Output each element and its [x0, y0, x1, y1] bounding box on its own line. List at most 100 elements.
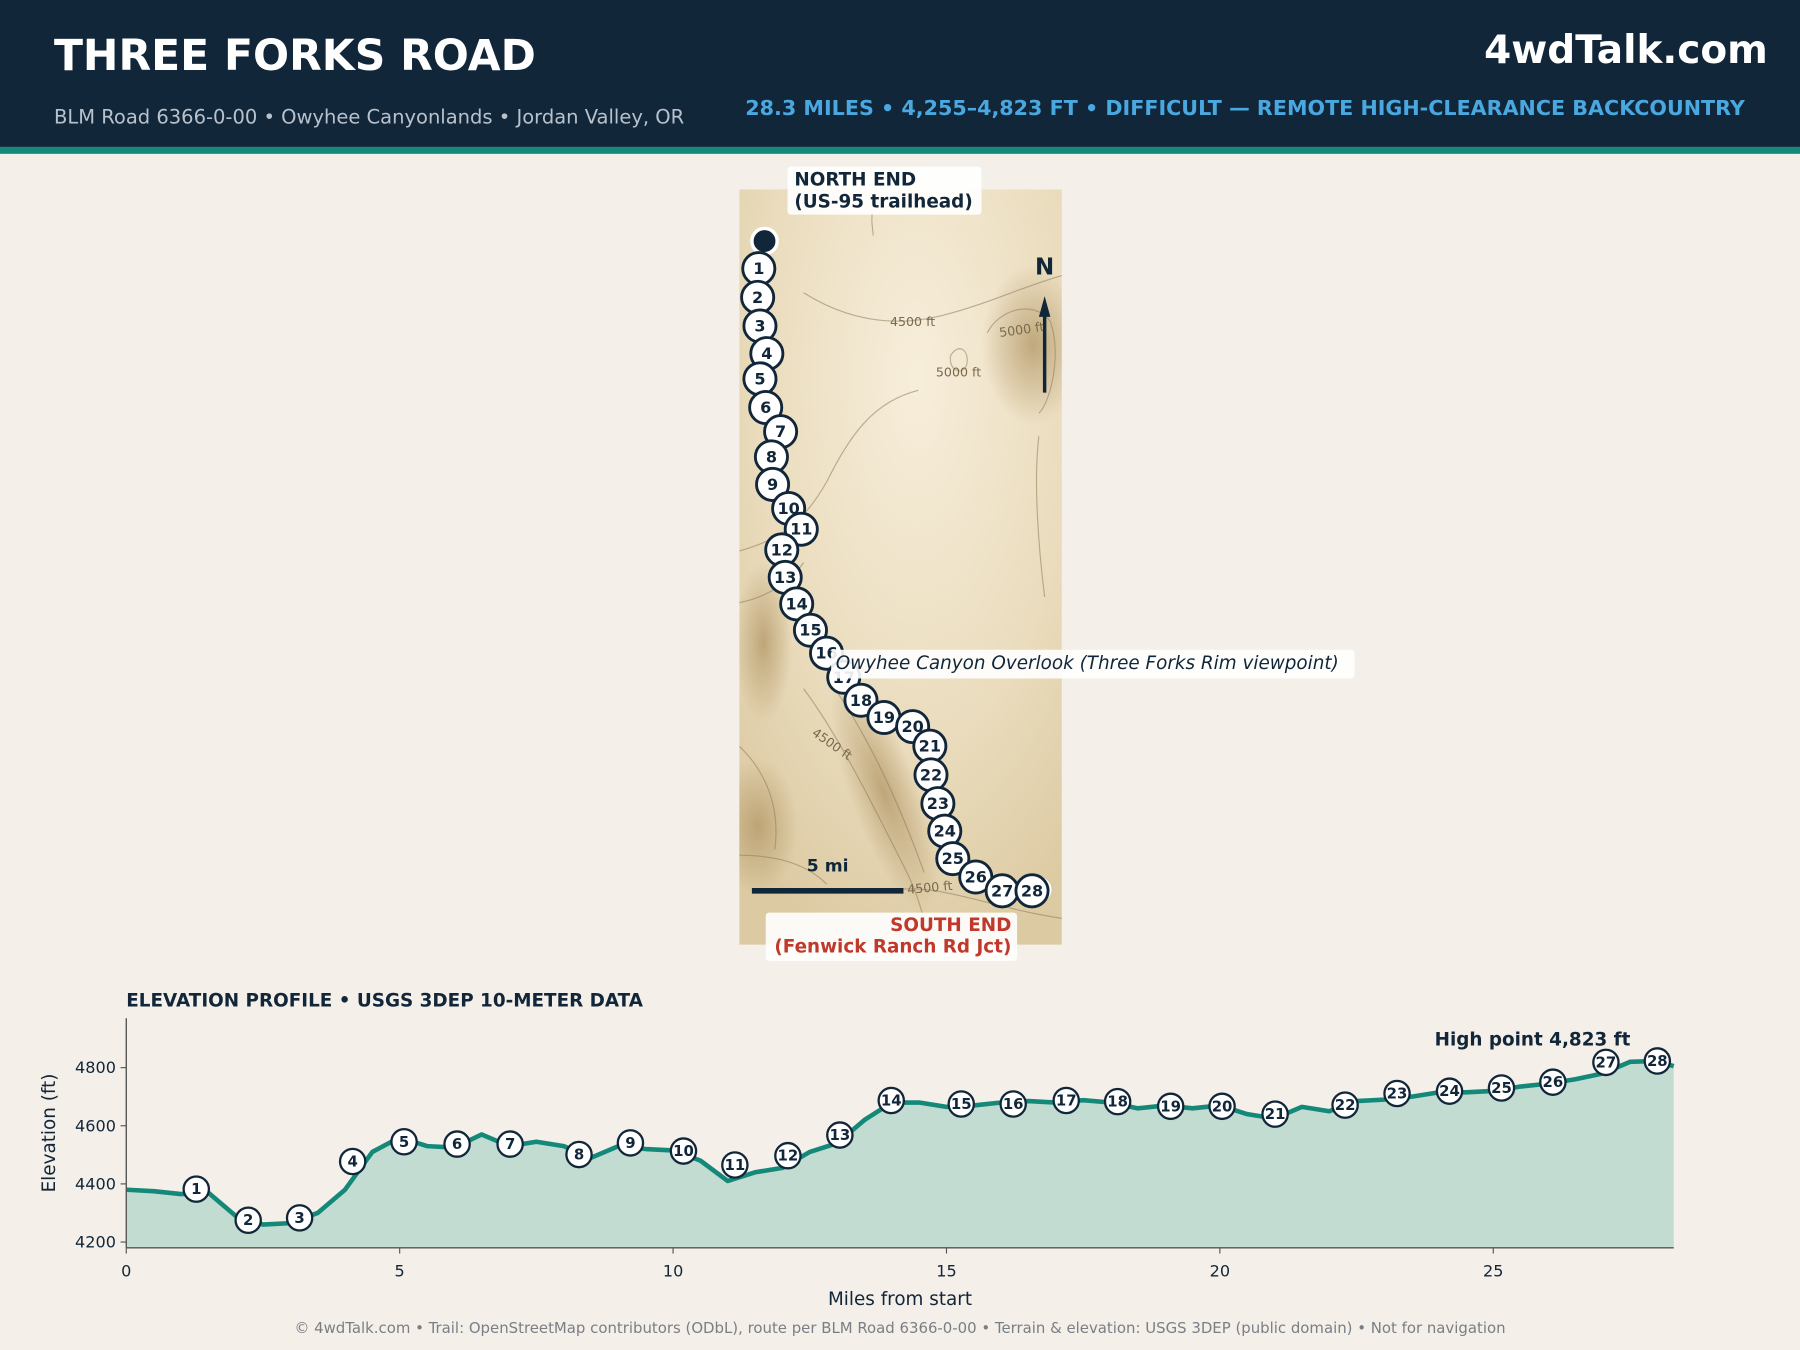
profile-waypoint-label: 21 [1265, 1105, 1286, 1123]
profile-waypoint-label: 19 [1160, 1097, 1181, 1115]
profile-waypoint-label: 17 [1056, 1091, 1077, 1109]
profile-waypoint [496, 1130, 524, 1158]
profile-waypoint [285, 1204, 314, 1232]
profile-waypoint [443, 1130, 471, 1158]
profile-waypoint [1052, 1086, 1081, 1115]
profile-waypoint-label: 24 [1439, 1082, 1460, 1100]
waypoint-marker [1014, 873, 1050, 909]
profile-waypoint [234, 1206, 262, 1234]
waypoint-label: 19 [873, 708, 895, 727]
north-end-label: (US-95 trailhead) [794, 192, 972, 213]
contour-label: 5000 ft [936, 364, 981, 379]
north-arrow-label: N [1035, 254, 1054, 280]
profile-waypoint [1103, 1087, 1132, 1116]
profile-waypoint-label: 16 [1003, 1095, 1024, 1113]
profile-waypoint-label: 8 [574, 1146, 584, 1164]
profile-waypoint-label: 15 [951, 1095, 972, 1113]
north-end-label: NORTH END [794, 170, 916, 191]
profile-waypoint-label: 28 [1647, 1052, 1668, 1070]
profile-waypoint-label: 14 [881, 1091, 902, 1109]
north-arrow-head [1038, 296, 1051, 317]
site-name: 4wdTalk.com [1484, 28, 1768, 73]
waypoint-label: 12 [771, 540, 793, 559]
profile-waypoint-label: 7 [505, 1135, 515, 1153]
terrain-hill [739, 757, 798, 896]
profile-waypoint-label: 20 [1212, 1097, 1233, 1115]
annotation: High point 4,823 ft [1435, 1030, 1631, 1051]
profile-waypoint-label: 23 [1387, 1085, 1408, 1103]
profile-waypoint [616, 1129, 645, 1157]
waypoint-label: 5 [754, 369, 765, 388]
waypoint-label: 11 [790, 520, 812, 539]
profile-waypoint-label: 18 [1107, 1093, 1128, 1111]
profile-waypoint-label: 3 [294, 1209, 304, 1227]
x-tick-label: 15 [936, 1261, 956, 1280]
x-tick-label: 0 [121, 1261, 131, 1280]
profile-waypoint [1643, 1047, 1672, 1075]
x-tick-label: 5 [395, 1261, 405, 1280]
x-tick-label: 20 [1210, 1261, 1230, 1280]
start-marker [750, 226, 779, 256]
terrain-hill [739, 562, 793, 724]
waypoint-label: 22 [920, 765, 942, 784]
waypoint-marker [755, 466, 791, 502]
profile-waypoint-label: 13 [829, 1126, 850, 1144]
profile-waypoint-label: 2 [243, 1211, 253, 1229]
profile-waypoint-label: 9 [625, 1134, 635, 1152]
terrain-hill [981, 264, 1062, 425]
contour-label: 4500 ft [890, 314, 935, 329]
profile-waypoint [999, 1090, 1027, 1118]
profile-waypoint-label: 22 [1335, 1096, 1356, 1114]
profile-waypoint [338, 1147, 367, 1176]
x-axis-label: Miles from start [828, 1289, 972, 1310]
elevation-chart: ELEVATION PROFILE • USGS 3DEP 10-METER D… [39, 991, 1675, 1310]
profile-waypoint-label: 1 [191, 1180, 201, 1198]
profile-waypoint-label: 25 [1491, 1079, 1512, 1097]
profile-waypoint [1435, 1077, 1464, 1105]
waypoint-label: 3 [754, 317, 765, 336]
profile-waypoint-label: 4 [347, 1153, 357, 1171]
waypoint-label: 21 [919, 737, 941, 756]
south-end-label: SOUTH END [890, 915, 1011, 936]
waypoint-label: 2 [752, 288, 763, 307]
waypoint-label: 6 [760, 398, 771, 417]
trail-stats: 28.3 MILES • 4,255–4,823 FT • DIFFICULT … [745, 96, 1746, 120]
profile-waypoint [1487, 1074, 1516, 1102]
south-end-label: (Fenwick Ranch Rd Jct) [774, 937, 1011, 958]
waypoint-label: 14 [786, 594, 808, 613]
waypoint-label: 18 [850, 691, 872, 710]
profile-waypoint-label: 27 [1596, 1053, 1617, 1071]
waypoint-label: 20 [901, 717, 923, 736]
footer: © 4wdTalk.com • Trail: OpenStreetMap con… [294, 1319, 1505, 1337]
waypoint-label: 26 [965, 868, 987, 887]
profile-waypoint-label: 10 [673, 1142, 694, 1160]
profile-waypoint-label: 5 [399, 1133, 409, 1151]
label-box [831, 649, 1355, 679]
y-tick-label: 4800 [75, 1058, 116, 1077]
waypoint-label: 27 [991, 881, 1013, 900]
waypoint-marker [935, 841, 971, 877]
waypoint-label: 23 [927, 794, 949, 813]
chart-title: ELEVATION PROFILE • USGS 3DEP 10-METER D… [126, 991, 643, 1012]
profile-waypoint-label: 11 [724, 1156, 745, 1174]
profile-waypoint [1331, 1091, 1359, 1119]
waypoint-label: 25 [942, 849, 964, 868]
profile-waypoint [1208, 1092, 1236, 1121]
y-tick-label: 4200 [75, 1233, 116, 1252]
waypoint-marker [843, 682, 879, 718]
terrain-ridge [829, 672, 938, 912]
elevation-line [126, 1058, 1675, 1227]
elevation-area [126, 1060, 1674, 1248]
waypoint-label: 4 [761, 344, 772, 363]
profile-waypoint-label: 6 [452, 1135, 462, 1153]
title: THREE FORKS ROAD [54, 32, 536, 81]
y-tick-label: 4400 [75, 1174, 116, 1193]
waypoint-label: 7 [775, 422, 786, 441]
subtitle: BLM Road 6366-0-00 • Owyhee Canyonlands … [54, 106, 684, 129]
profile-waypoint [565, 1140, 593, 1169]
profile-waypoint [1539, 1068, 1567, 1096]
waypoint-label: 9 [767, 475, 778, 494]
